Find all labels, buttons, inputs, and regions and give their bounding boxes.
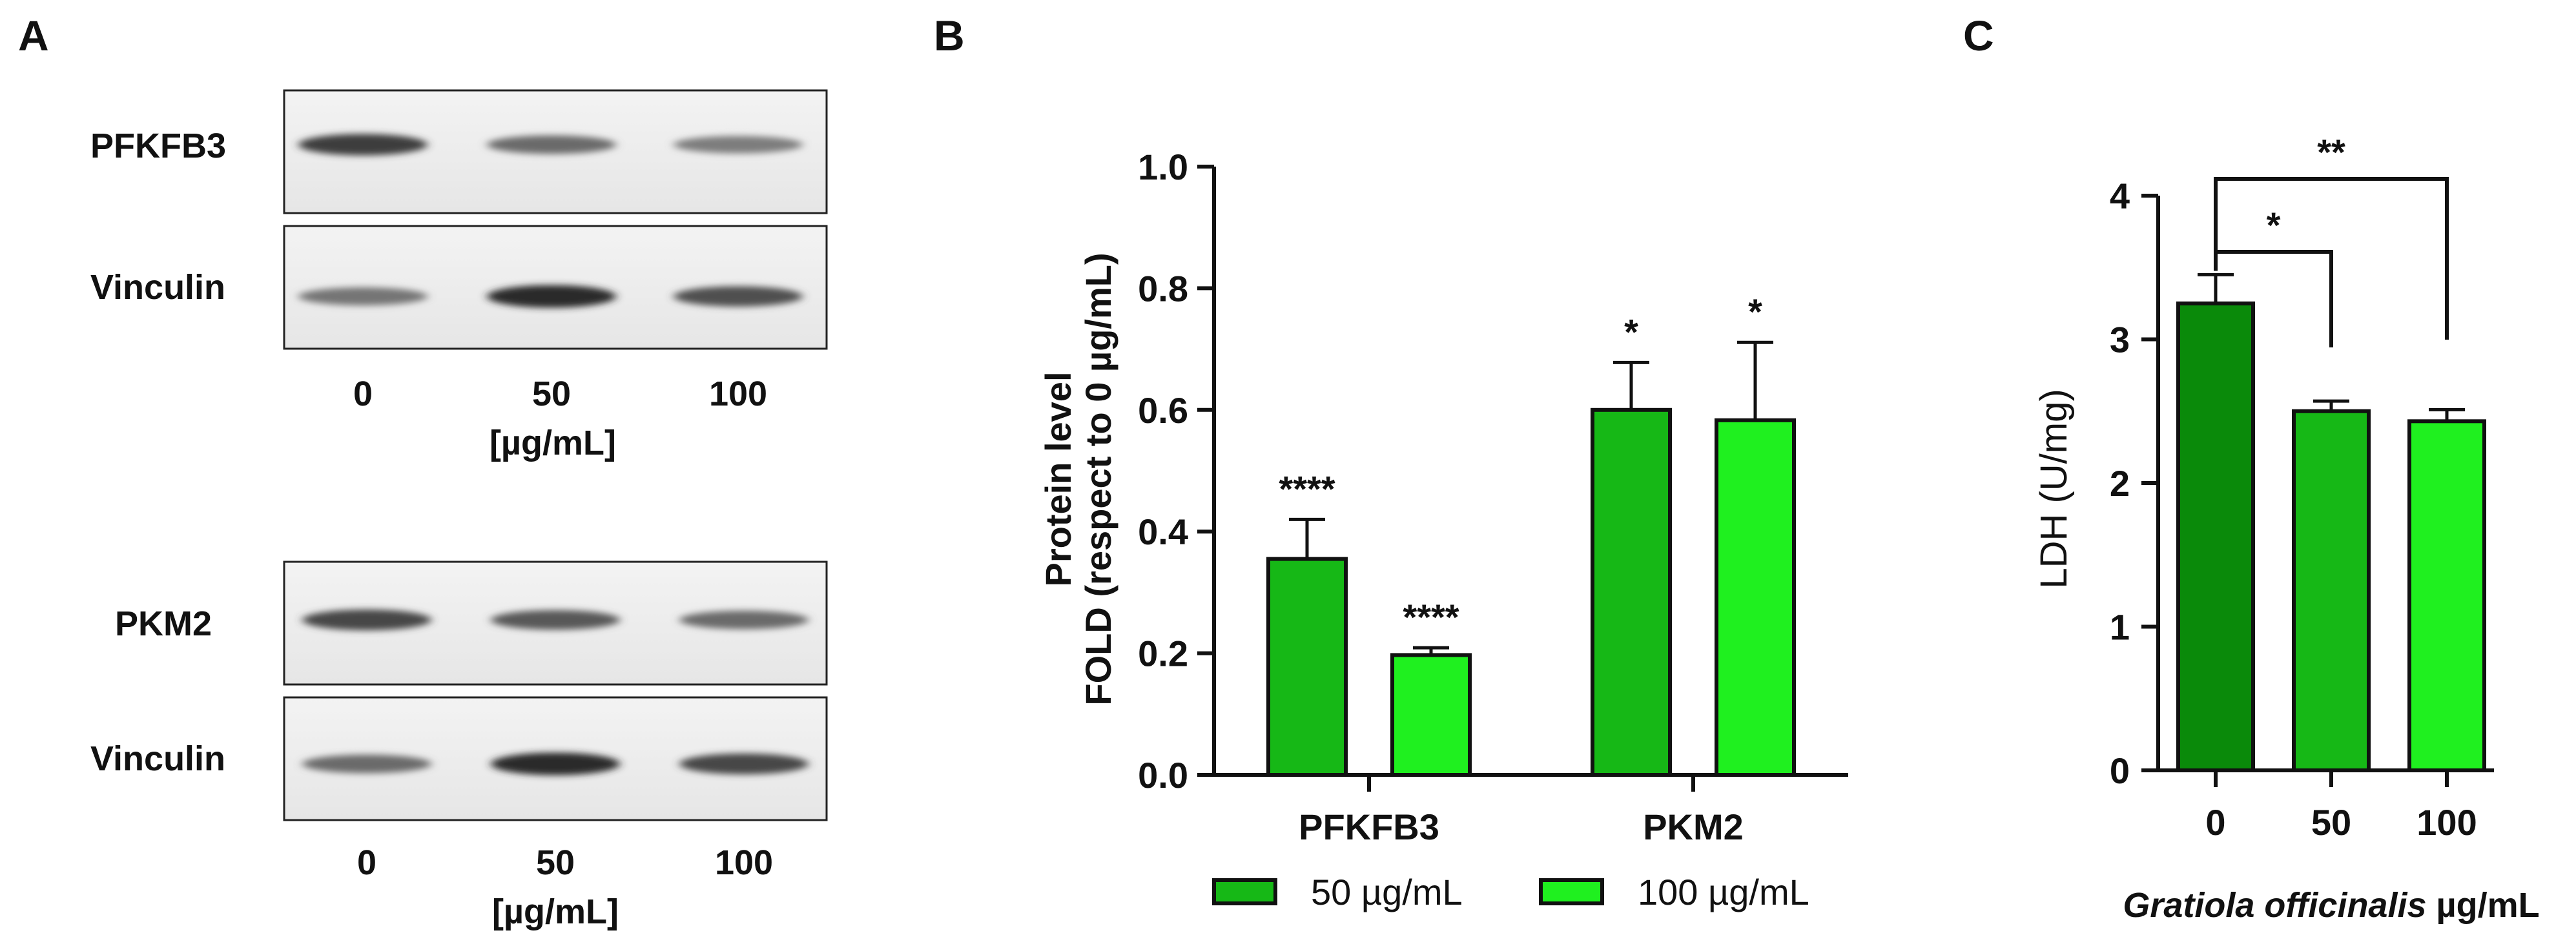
x-tick-label: 100 bbox=[2416, 802, 2477, 843]
significance-label: **** bbox=[1403, 597, 1459, 637]
legend-swatch bbox=[1539, 878, 1604, 905]
x-tick-label: 0 bbox=[2205, 802, 2225, 843]
blot-bottom-band2-label: Vinculin bbox=[90, 739, 225, 778]
blot-bottom-bands2 bbox=[302, 752, 809, 776]
blot-band bbox=[491, 610, 620, 630]
chart-b-ylabel-line2: FOLD (respect to 0 µg/mL) bbox=[1078, 252, 1118, 705]
chart-c-bars bbox=[2176, 272, 2486, 772]
bar bbox=[2292, 409, 2371, 772]
y-tick-label: 4 bbox=[2110, 176, 2130, 216]
blot-band bbox=[487, 285, 616, 308]
chart-c-brackets: *** bbox=[2214, 132, 2449, 347]
blot-band bbox=[302, 754, 431, 774]
y-tick-label: 0 bbox=[2110, 750, 2130, 791]
y-tick-label: 0.0 bbox=[1138, 755, 1188, 796]
blot-top-band2-label: Vinculin bbox=[90, 268, 225, 307]
legend-swatch bbox=[1212, 878, 1277, 905]
blot-top-lane-50: 50 bbox=[532, 375, 571, 413]
y-tick-label: 0.6 bbox=[1138, 390, 1188, 431]
blot-band bbox=[298, 134, 428, 156]
bracket-label: ** bbox=[2317, 132, 2345, 172]
bar bbox=[1390, 653, 1472, 777]
significance-label: * bbox=[1748, 291, 1762, 332]
blot-bottom-lane-0: 0 bbox=[357, 843, 376, 882]
blot-top-lane-100: 100 bbox=[709, 375, 767, 413]
significance-bracket bbox=[2214, 177, 2449, 340]
y-tick-label: 2 bbox=[2110, 463, 2130, 504]
bracket-label: * bbox=[2267, 205, 2281, 245]
blot-top-bands2 bbox=[298, 285, 803, 308]
chart-c-ylabel: LDH (U/mg) bbox=[2033, 389, 2075, 588]
bar bbox=[1715, 418, 1796, 777]
blot-bottom-band1-label: PKM2 bbox=[115, 604, 212, 643]
y-tick-label: 0.4 bbox=[1138, 511, 1188, 552]
chart-b-ylabel-line1: Protein level bbox=[1038, 371, 1078, 586]
y-tick-label: 1.0 bbox=[1138, 147, 1188, 187]
significance-label: * bbox=[1624, 311, 1638, 352]
blot-band bbox=[298, 287, 428, 305]
legend-label: 100 µg/mL bbox=[1638, 872, 1809, 912]
panel-label-c: C bbox=[1963, 12, 1994, 59]
blot-band bbox=[491, 752, 620, 776]
blot-top-lane-0: 0 bbox=[353, 375, 373, 413]
y-tick-label: 0.2 bbox=[1138, 633, 1188, 674]
x-tick-label: PKM2 bbox=[1643, 807, 1744, 847]
x-tick-label: PFKFB3 bbox=[1299, 807, 1439, 847]
bar bbox=[1266, 557, 1348, 777]
panel-label-a: A bbox=[18, 12, 49, 59]
chart-b-bars: ********* * bbox=[1266, 291, 1796, 777]
chart-b: Protein level FOLD (respect to 0 µg/mL) … bbox=[1038, 147, 1848, 912]
blot-top-unit: [µg/mL] bbox=[489, 424, 616, 462]
blot-bottom-bands1 bbox=[302, 609, 809, 631]
blot-band bbox=[302, 609, 431, 631]
blot-top-band1-label: PFKFB3 bbox=[90, 127, 226, 165]
chart-c-xlabel: Gratiola officinalis µg/mL bbox=[2123, 886, 2539, 925]
chart-b-axes: 0.0 0.2 0.4 0.6 0.8 1.0 PFKFB3 PKM2 bbox=[1138, 147, 1848, 847]
significance-label: **** bbox=[1279, 468, 1335, 509]
blot-bottom-unit: [µg/mL] bbox=[492, 892, 619, 931]
y-tick-label: 0.8 bbox=[1138, 268, 1188, 309]
blot-band bbox=[679, 610, 809, 630]
chart-c-xlabel-italic: Gratiola officinalis bbox=[2123, 886, 2426, 925]
bar bbox=[2176, 301, 2255, 772]
blot-top-bands1 bbox=[298, 134, 803, 156]
blot-bottom-lane-50: 50 bbox=[536, 843, 575, 882]
blot-band bbox=[487, 135, 616, 154]
bar bbox=[1591, 407, 1672, 777]
blot-bottom: PKM2 Vinculin 0 50 100 [µg/mL] bbox=[90, 560, 828, 931]
blot-bottom-lane-100: 100 bbox=[715, 843, 773, 882]
blot-band bbox=[679, 753, 809, 775]
y-tick-label: 3 bbox=[2110, 320, 2130, 360]
chart-b-legend: 50 µg/mL 100 µg/mL bbox=[1212, 872, 1809, 912]
y-tick-label: 1 bbox=[2110, 607, 2130, 648]
blot-band bbox=[674, 136, 803, 154]
x-tick-label: 50 bbox=[2311, 802, 2351, 843]
bar bbox=[2407, 419, 2486, 772]
blot-band bbox=[674, 286, 803, 307]
chart-c-xlabel-unit: µg/mL bbox=[2427, 886, 2540, 925]
legend-label: 50 µg/mL bbox=[1311, 872, 1463, 912]
panel-label-b: B bbox=[934, 12, 965, 59]
blot-top: PFKFB3 Vinculin 0 50 100 [µg/mL] bbox=[90, 89, 828, 462]
